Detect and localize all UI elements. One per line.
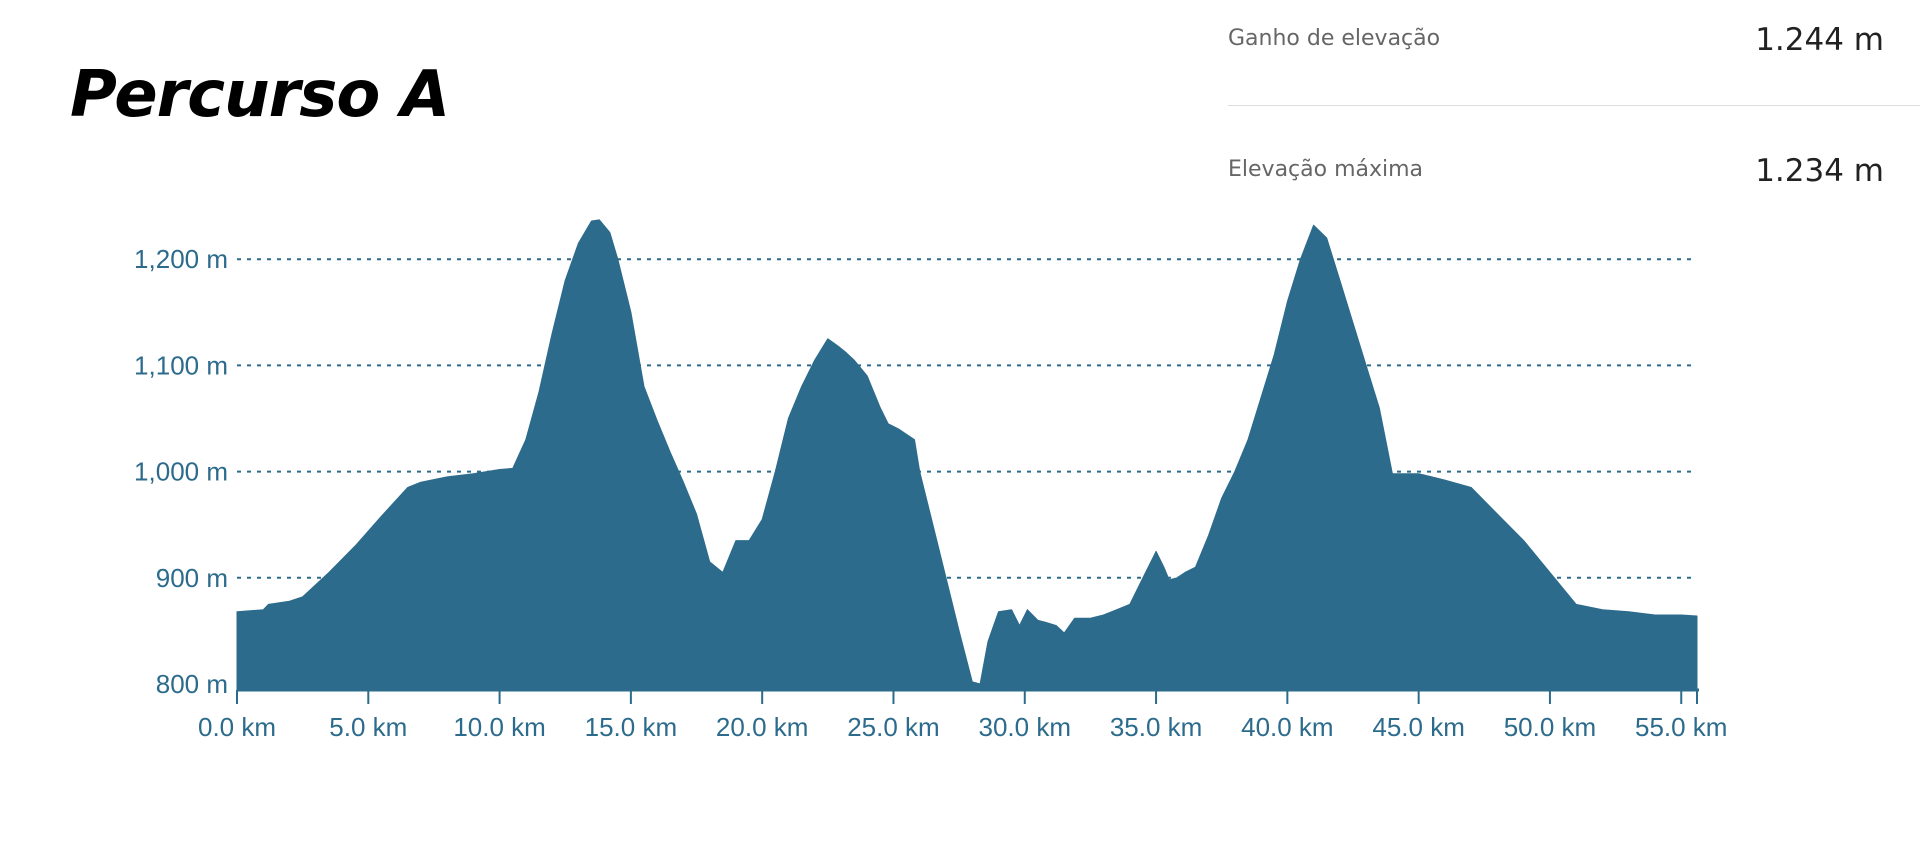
x-tick-label: 0.0 km [198,712,276,742]
elevation-gain-value: 1.244 m [1755,22,1884,58]
x-tick-label: 35.0 km [1110,712,1203,742]
x-tick-label: 10.0 km [453,712,546,742]
y-tick-label: 1,200 m [134,244,228,274]
x-tick-label: 5.0 km [329,712,407,742]
x-tick-label: 40.0 km [1241,712,1334,742]
max-elevation-label: Elevação máxima [1228,157,1424,182]
y-tick-label: 1,000 m [134,457,228,487]
x-axis-ticks: 0.0 km 5.0 km 10.0 km 15.0 km 20.0 km 25.0 km… [198,690,1728,742]
x-tick-label: 30.0 km [979,712,1072,742]
elevation-area [236,219,1698,691]
y-axis-ticks: 800 m 900 m 1,000 m 1,100 m 1,200 m [134,244,228,699]
x-tick-label: 20.0 km [716,712,809,742]
max-elevation-value: 1.234 m [1755,153,1884,189]
x-tick-label: 15.0 km [585,712,678,742]
x-tick-label: 50.0 km [1504,712,1597,742]
x-tick-label: 25.0 km [847,712,940,742]
stats-divider [1228,105,1920,106]
y-tick-label: 1,100 m [134,350,228,380]
stat-elevation-gain: Ganho de elevação 1.244 m [1228,22,1920,62]
y-tick-label: 800 m [156,669,228,699]
elevation-area-series [236,219,1698,691]
route-title: Percurso A [70,58,450,132]
elevation-gain-label: Ganho de elevação [1228,26,1441,51]
x-tick-label: 55.0 km [1635,712,1728,742]
x-tick-label: 45.0 km [1372,712,1465,742]
stat-max-elevation: Elevação máxima 1.234 m [1228,153,1920,193]
y-tick-label: 900 m [156,563,228,593]
